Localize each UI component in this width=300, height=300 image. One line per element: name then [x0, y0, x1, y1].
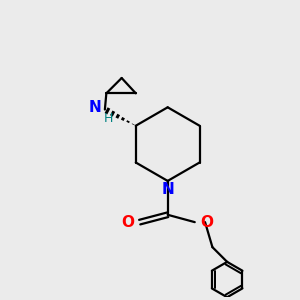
Text: N: N [161, 182, 174, 196]
Text: O: O [122, 214, 134, 230]
Text: N: N [88, 100, 101, 115]
Text: O: O [200, 214, 213, 230]
Text: H: H [103, 112, 113, 125]
